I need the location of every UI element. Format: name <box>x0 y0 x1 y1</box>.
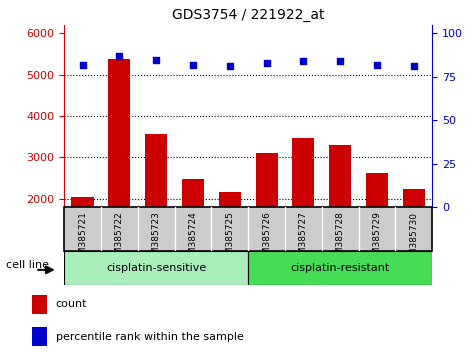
Text: GSM385721: GSM385721 <box>78 211 87 267</box>
Bar <box>366 173 388 282</box>
Bar <box>293 138 314 282</box>
Point <box>263 60 270 66</box>
Title: GDS3754 / 221922_at: GDS3754 / 221922_at <box>172 8 324 22</box>
Point <box>410 64 418 69</box>
Text: cell line: cell line <box>7 260 49 270</box>
Bar <box>71 197 94 282</box>
Text: GSM385724: GSM385724 <box>189 211 198 266</box>
Text: GSM385723: GSM385723 <box>152 211 161 267</box>
Text: cisplatin-sensitive: cisplatin-sensitive <box>106 263 206 273</box>
Point <box>152 57 160 62</box>
Text: count: count <box>56 299 87 309</box>
Bar <box>256 153 277 282</box>
Bar <box>182 179 204 282</box>
Text: GSM385725: GSM385725 <box>225 211 234 267</box>
Bar <box>403 189 425 282</box>
Bar <box>108 59 130 282</box>
Bar <box>329 144 351 282</box>
Bar <box>32 327 48 346</box>
Bar <box>32 295 48 314</box>
Bar <box>145 134 167 282</box>
Point <box>79 62 86 68</box>
Point <box>115 53 123 59</box>
Bar <box>218 192 241 282</box>
Bar <box>248 251 432 285</box>
Text: GSM385729: GSM385729 <box>372 211 381 267</box>
Point <box>373 62 381 68</box>
Text: cisplatin-resistant: cisplatin-resistant <box>291 263 390 273</box>
Text: percentile rank within the sample: percentile rank within the sample <box>56 331 244 342</box>
Bar <box>64 251 248 285</box>
Point <box>300 58 307 64</box>
Point <box>336 58 344 64</box>
Text: GSM385727: GSM385727 <box>299 211 308 267</box>
Text: GSM385728: GSM385728 <box>336 211 345 267</box>
Point <box>189 62 197 68</box>
Text: GSM385730: GSM385730 <box>409 211 418 267</box>
Point <box>226 64 234 69</box>
Text: GSM385722: GSM385722 <box>115 211 124 266</box>
Text: GSM385726: GSM385726 <box>262 211 271 267</box>
